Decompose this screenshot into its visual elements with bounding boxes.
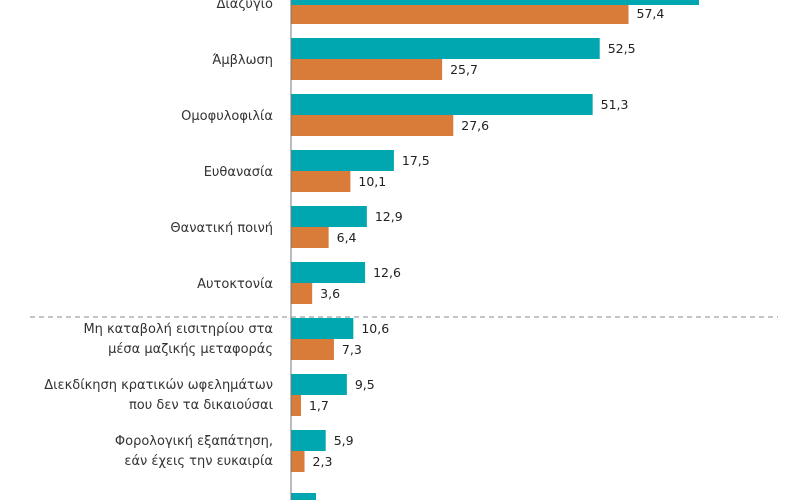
category-label: Ομοφυλοφιλία [181,109,273,124]
category-label: μέσα μαζικής μεταφοράς [108,342,273,357]
bar-series-1 [291,318,354,339]
bar-series-1 [291,262,366,283]
bar-series-2 [291,283,313,304]
bar-series-1 [291,206,367,227]
bar-series-2 [291,227,329,248]
category-label: Διεκδίκηση κρατικών ωφελημάτων [44,378,273,393]
category-label: Άμβλωση [212,53,273,68]
category-label: Μη καταβολή εισιτηρίου στα [83,322,273,337]
bar-series-2 [291,395,301,416]
category-label: Αυτοκτονία [197,277,273,292]
value-label: 27,6 [461,118,489,133]
value-label: 6,4 [337,230,357,245]
category-label: Ευθανασία [204,165,273,180]
bar-series-2 [291,59,443,80]
value-label: 52,5 [608,41,636,56]
value-label: 2,3 [313,454,333,469]
bar-series-1 [291,0,699,5]
bar-series-2 [291,171,351,192]
value-label: 25,7 [450,62,478,77]
value-label: 57,4 [637,6,665,21]
value-label: 5,9 [334,433,354,448]
bar-series-1 [291,150,394,171]
bar-series-1 [291,493,316,500]
category-label: Θανατική ποινή [170,221,273,236]
bar-series-1 [291,94,593,115]
value-label: 12,9 [375,209,403,224]
bar-series-2 [291,339,334,360]
bar-series-1 [291,430,326,451]
bar-series-2 [291,115,454,136]
category-label: Διαζύγιο [216,0,273,12]
value-label: 9,5 [355,377,375,392]
bar-series-1 [291,38,600,59]
category-label: Φορολογική εξαπάτηση, [115,434,273,449]
value-label: 10,6 [361,321,389,336]
value-label: 10,1 [358,174,386,189]
bar-series-1 [291,374,347,395]
value-label: 1,7 [309,398,329,413]
value-label: 7,3 [342,342,362,357]
value-label: 12,6 [373,265,401,280]
bar-series-2 [291,451,305,472]
category-label: που δεν τα δικαιούσαι [129,398,273,413]
bar-series-2 [291,3,629,24]
value-label: 17,5 [402,153,430,168]
value-label: 3,6 [320,286,340,301]
value-label: 51,3 [601,97,629,112]
category-label: εάν έχεις την ευκαιρία [124,454,273,469]
